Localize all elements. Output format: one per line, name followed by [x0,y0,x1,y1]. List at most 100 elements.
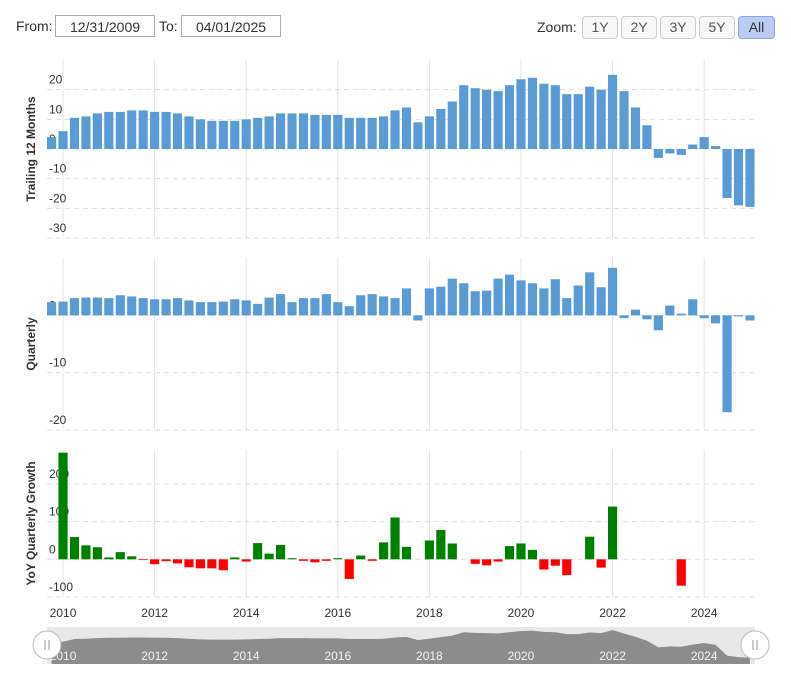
bar [573,285,583,316]
y-axis-title: Trailing 12 Months [24,96,38,202]
bar [81,297,91,316]
bar [676,313,686,316]
bar [333,302,343,316]
bar [321,294,331,316]
bar [516,543,526,560]
bar [676,559,686,586]
navigator-label: 2014 [233,649,260,663]
bar [218,301,228,316]
bar [447,278,457,316]
bar [745,315,755,321]
bar [127,110,137,149]
bar [550,559,560,566]
bar [596,559,606,568]
bar [585,272,595,316]
zoom-button[interactable]: 5Y [699,16,735,39]
navigator-handle[interactable] [740,630,770,660]
bar [493,278,503,316]
bar [630,309,641,316]
navigator-label: 2012 [141,649,168,663]
x-tick-label: 2018 [416,606,443,620]
to-date-input[interactable]: 04/01/2025 [181,15,281,37]
bar [184,559,194,568]
bar [172,298,183,316]
bar [436,286,446,316]
bar [688,299,698,316]
bar [527,77,538,149]
bar [253,543,263,560]
navigator-handle[interactable] [32,630,62,660]
bar [539,559,549,570]
bar [150,559,160,565]
bar [127,556,137,560]
bar [275,294,286,316]
bar [745,149,755,207]
bar [596,287,606,316]
bar [390,298,400,316]
bar [401,288,412,316]
bar [665,149,675,154]
bar [711,315,721,324]
y-tick-label: 10 [49,102,63,116]
bar [504,85,515,149]
from-date-input[interactable]: 12/31/2009 [55,15,155,37]
bar [275,544,286,560]
navigator-label: 2022 [599,649,626,663]
y-axis-title: Quarterly [24,317,38,371]
bar [367,294,377,316]
bar [241,300,251,316]
bar [493,559,503,562]
bar [733,149,744,206]
bar [504,546,515,560]
bar [401,546,412,560]
x-tick-label: 2022 [599,606,626,620]
y-tick-label: -10 [49,162,67,176]
zoom-button[interactable]: 2Y [621,16,657,39]
bar [184,116,194,149]
bar [356,555,366,560]
y-tick-label: -100 [49,580,73,594]
bar [562,559,572,576]
bar [607,267,618,316]
bar [550,85,560,149]
bar [310,298,320,316]
bar [104,557,114,560]
bar [562,298,572,316]
bar [436,108,446,149]
bar [607,506,618,560]
bar [161,111,171,149]
bar [92,113,102,149]
bar [138,298,148,316]
bar [150,111,160,149]
bar [367,559,377,561]
zoom-button[interactable]: 1Y [582,16,618,39]
bar [665,305,675,316]
x-tick-label: 2014 [233,606,260,620]
bar [321,559,331,561]
bar [298,113,309,149]
bar [275,113,286,149]
bar [607,74,618,149]
bar [298,559,309,561]
bar [413,122,423,149]
bar [711,146,721,149]
x-tick-label: 2024 [691,606,718,620]
bar [344,306,354,316]
bar [527,549,538,560]
bar [527,283,538,316]
zoom-button[interactable]: 3Y [660,16,696,39]
bar [493,91,503,149]
bar [264,297,274,316]
bar [516,280,526,316]
bar [424,540,434,560]
bar [356,295,366,316]
bar [195,302,205,316]
bar [218,559,228,571]
bar [264,553,274,560]
bar [653,315,663,331]
bar [207,302,217,316]
bar [470,291,480,316]
bar [722,315,732,413]
zoom-button[interactable]: All [738,16,775,39]
